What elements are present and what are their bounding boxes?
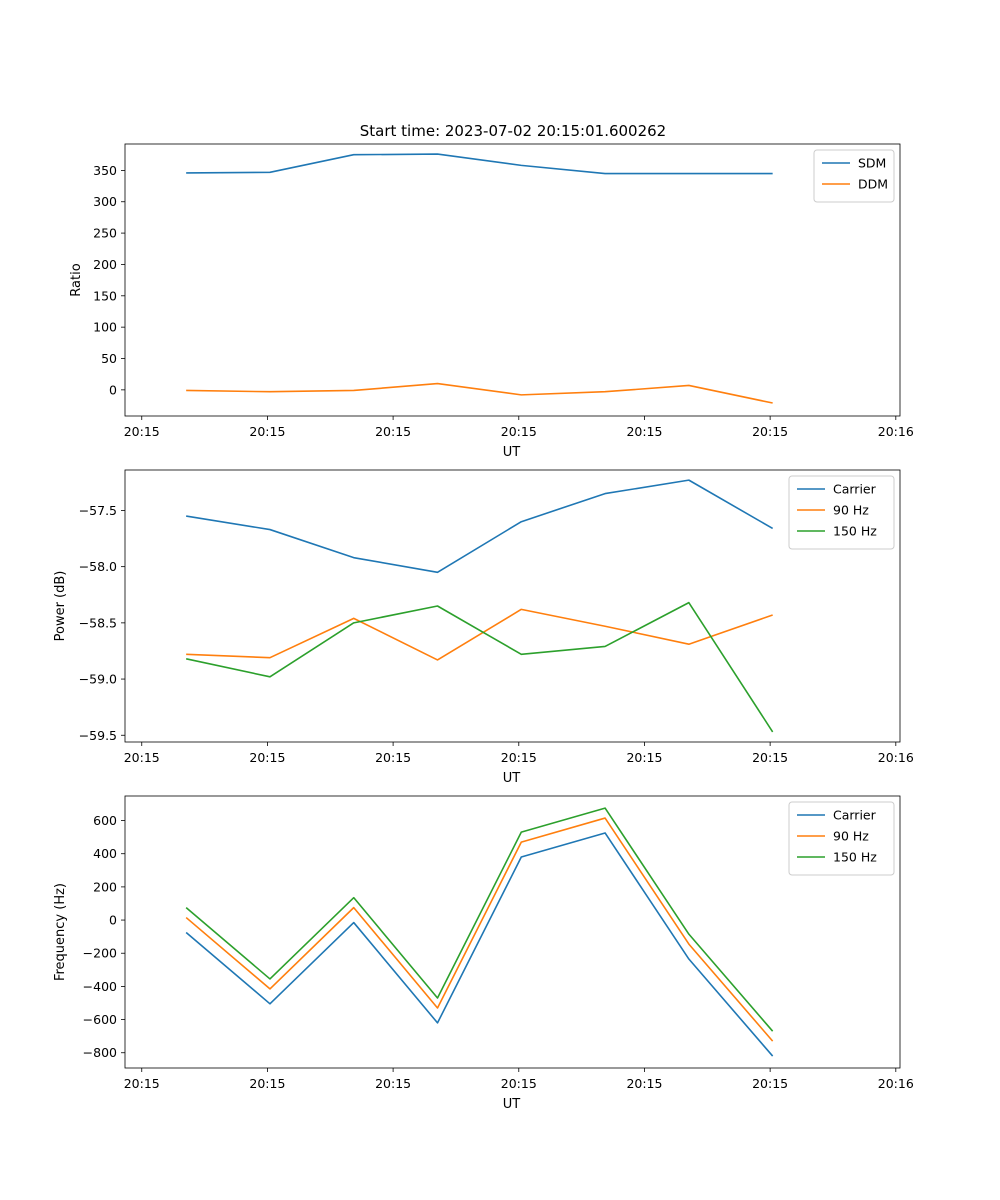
y-tick-label: 250 bbox=[93, 226, 117, 241]
x-axis-label: UT bbox=[503, 1097, 521, 1112]
x-tick-label: 20:15 bbox=[626, 1076, 662, 1091]
y-tick-label: −600 bbox=[83, 1012, 117, 1027]
x-tick-label: 20:15 bbox=[752, 750, 788, 765]
legend-label: 150 Hz bbox=[833, 524, 877, 539]
y-axis-label: Frequency (Hz) bbox=[53, 883, 68, 981]
y-tick-label: 300 bbox=[93, 194, 117, 209]
y-tick-label: 200 bbox=[93, 879, 117, 894]
legend-label: 90 Hz bbox=[833, 829, 869, 844]
y-tick-label: 50 bbox=[101, 351, 117, 366]
x-tick-label: 20:15 bbox=[375, 1076, 411, 1091]
y-tick-label: 0 bbox=[109, 382, 117, 397]
y-tick-label: −400 bbox=[83, 979, 117, 994]
y-tick-label: −58.5 bbox=[79, 615, 117, 630]
chart-panel-3: 20:15 20:15 20:15 20:15 20:15 20:15 20:16 600 40… bbox=[53, 795, 914, 1112]
series-line-ddm bbox=[186, 382, 773, 404]
legend-label: SDM bbox=[858, 156, 886, 171]
series-line-150-hz bbox=[185, 601, 774, 733]
axes-frame bbox=[124, 143, 901, 417]
x-axis-label: UT bbox=[503, 445, 521, 460]
x-tick-label: 20:16 bbox=[878, 424, 914, 439]
y-tick-label: 200 bbox=[93, 257, 117, 272]
axes-frame bbox=[124, 795, 901, 1069]
legend: Carrier 90 Hz 150 Hz bbox=[788, 801, 895, 876]
series-line-150-hz bbox=[185, 807, 774, 1032]
y-tick-label: −200 bbox=[83, 946, 117, 961]
legend-label: 90 Hz bbox=[833, 503, 869, 518]
series-line-carrier bbox=[186, 479, 774, 574]
y-tick-label: 400 bbox=[93, 846, 117, 861]
x-axis-label: UT bbox=[503, 771, 521, 786]
y-tick-label: 100 bbox=[93, 320, 117, 335]
y-tick-label: 150 bbox=[93, 288, 117, 303]
series-line-90-hz bbox=[186, 608, 773, 661]
legend-label: DDM bbox=[858, 177, 888, 192]
legend: SDM DDM bbox=[813, 149, 895, 203]
charts: 20:15 20:15 20:15 20:15 20:15 20:15 20:16 0 50 10… bbox=[53, 143, 914, 1112]
x-tick-label: 20:15 bbox=[501, 1076, 537, 1091]
legend-label: 150 Hz bbox=[833, 850, 877, 865]
x-tick-label: 20:15 bbox=[375, 750, 411, 765]
x-tick-label: 20:15 bbox=[124, 1076, 160, 1091]
series-line-carrier bbox=[185, 832, 774, 1057]
x-tick-label: 20:15 bbox=[752, 1076, 788, 1091]
axes-frame bbox=[124, 469, 901, 743]
x-tick-label: 20:16 bbox=[878, 750, 914, 765]
y-tick-label: 350 bbox=[93, 163, 117, 178]
x-tick-label: 20:15 bbox=[626, 750, 662, 765]
x-tick-label: 20:15 bbox=[124, 424, 160, 439]
x-tick-label: 20:15 bbox=[501, 750, 537, 765]
y-tick-label: −800 bbox=[83, 1045, 117, 1060]
legend-label: Carrier bbox=[833, 808, 877, 823]
x-tick-label: 20:15 bbox=[501, 424, 537, 439]
x-tick-label: 20:15 bbox=[124, 750, 160, 765]
y-axis-label: Ratio bbox=[69, 263, 84, 296]
y-tick-label: −59.5 bbox=[79, 728, 117, 743]
y-tick-label: −58.0 bbox=[79, 559, 117, 574]
y-tick-label: 0 bbox=[109, 913, 117, 928]
series-line-90-hz bbox=[185, 817, 774, 1042]
x-tick-label: 20:15 bbox=[249, 1076, 285, 1091]
chart-panel-1: 20:15 20:15 20:15 20:15 20:15 20:15 20:16 0 50 10… bbox=[69, 143, 914, 460]
y-tick-label: −57.5 bbox=[79, 503, 117, 518]
x-tick-label: 20:15 bbox=[249, 424, 285, 439]
x-tick-label: 20:15 bbox=[375, 424, 411, 439]
x-tick-label: 20:15 bbox=[249, 750, 285, 765]
figure-title: Start time: 2023-07-02 20:15:01.600262 bbox=[360, 122, 666, 140]
x-tick-label: 20:15 bbox=[752, 424, 788, 439]
y-tick-label: 600 bbox=[93, 813, 117, 828]
y-axis-label: Power (dB) bbox=[53, 571, 68, 642]
series-line-sdm bbox=[186, 153, 773, 175]
chart-panel-2: 20:15 20:15 20:15 20:15 20:15 20:15 20:16 −57.5… bbox=[53, 469, 914, 786]
x-tick-label: 20:16 bbox=[878, 1076, 914, 1091]
y-tick-label: −59.0 bbox=[79, 672, 117, 687]
x-tick-label: 20:15 bbox=[626, 424, 662, 439]
legend-label: Carrier bbox=[833, 482, 877, 497]
legend: Carrier 90 Hz 150 Hz bbox=[788, 475, 895, 550]
